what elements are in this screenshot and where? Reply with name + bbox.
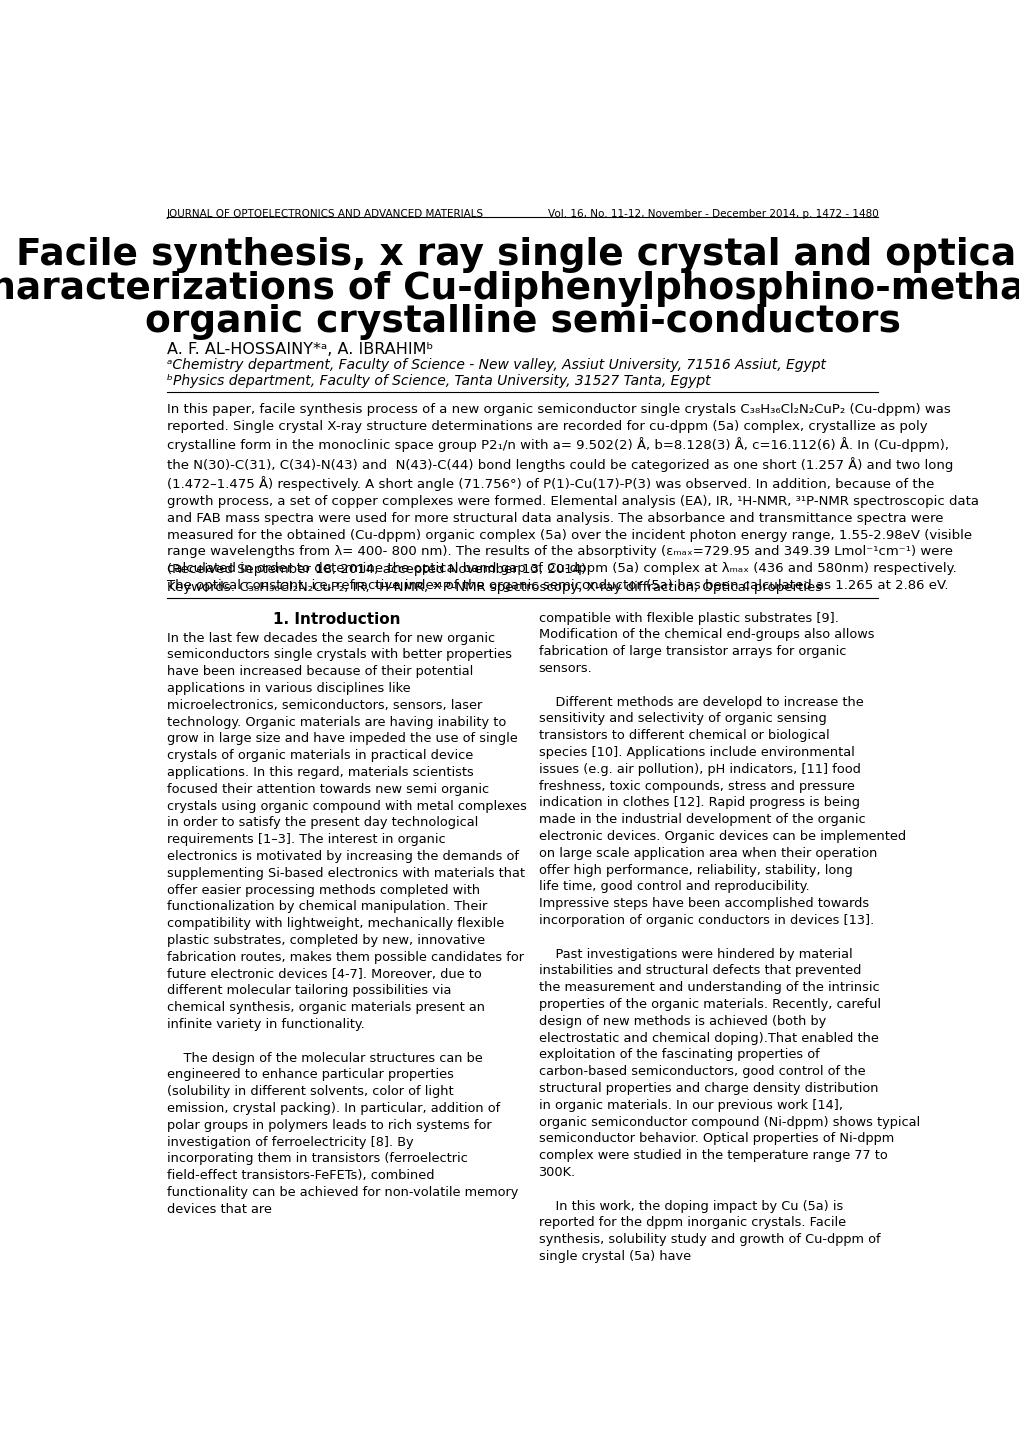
- Text: JOURNAL OF OPTOELECTRONICS AND ADVANCED MATERIALS: JOURNAL OF OPTOELECTRONICS AND ADVANCED …: [167, 209, 484, 219]
- Text: (Received September 18, 2014; accepted November 13, 2014): (Received September 18, 2014; accepted N…: [167, 562, 586, 575]
- Text: ᵇPhysics department, Faculty of Science, Tanta University, 31527 Tanta, Egypt: ᵇPhysics department, Faculty of Science,…: [167, 373, 710, 388]
- Text: characterizations of Cu-diphenylphosphino-methane: characterizations of Cu-diphenylphosphin…: [0, 271, 1019, 307]
- Text: 1. Introduction: 1. Introduction: [273, 611, 400, 627]
- Text: Keywords: C₃₈H₃₆Cl₂N₂CuP₂, IR, ¹H-NMR, ³¹P-NMR spectroscopy, X-ray diffraction, : Keywords: C₃₈H₃₆Cl₂N₂CuP₂, IR, ¹H-NMR, ³…: [167, 581, 821, 594]
- Text: In the last few decades the search for new organic
semiconductors single crystal: In the last few decades the search for n…: [167, 632, 527, 1216]
- Text: Vol. 16, No. 11-12, November - December 2014, p. 1472 - 1480: Vol. 16, No. 11-12, November - December …: [547, 209, 877, 219]
- Text: compatible with flexible plastic substrates [9].
Modification of the chemical en: compatible with flexible plastic substra…: [538, 611, 919, 1263]
- Text: A. F. AL-HOSSAINY*ᵃ, A. IBRAHIMᵇ: A. F. AL-HOSSAINY*ᵃ, A. IBRAHIMᵇ: [167, 342, 433, 356]
- Text: ᵃChemistry department, Faculty of Science - New valley, Assiut University, 71516: ᵃChemistry department, Faculty of Scienc…: [167, 359, 825, 372]
- Text: organic crystalline semi-conductors: organic crystalline semi-conductors: [145, 304, 900, 340]
- Text: In this paper, facile synthesis process of a new organic semiconductor single cr: In this paper, facile synthesis process …: [167, 402, 978, 593]
- Text: Facile synthesis, x ray single crystal and optical: Facile synthesis, x ray single crystal a…: [16, 238, 1019, 274]
